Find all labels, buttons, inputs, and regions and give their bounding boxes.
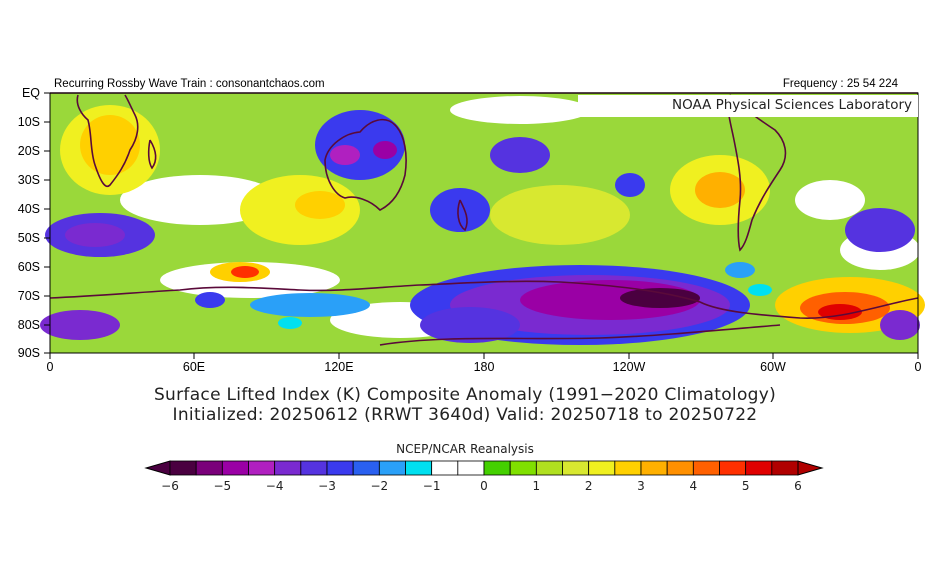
colorbar-swatch	[457, 460, 485, 476]
lat-label: 60S	[17, 260, 40, 274]
lat-label: 50S	[17, 231, 40, 245]
anomaly-field	[40, 96, 925, 345]
colorbar-swatch	[719, 460, 747, 476]
negative-anomaly	[430, 188, 490, 232]
negative-anomaly	[615, 173, 645, 197]
lon-label: 0	[914, 360, 922, 374]
header-frequency: Frequency : 25 54 224	[782, 78, 898, 90]
colorbar-swatch	[483, 460, 511, 476]
negative-anomaly	[40, 310, 120, 340]
colorbar-swatch	[692, 460, 720, 476]
positive-anomaly	[295, 191, 345, 219]
colorbar-swatch	[405, 460, 433, 476]
colorbar-tick-label: 5	[741, 479, 750, 493]
lat-label: 20S	[17, 144, 40, 158]
colorbar-swatch	[666, 460, 694, 476]
colorbar-tick-label: −1	[422, 479, 441, 493]
neutral-region	[450, 96, 590, 124]
negative-anomaly	[330, 145, 360, 165]
colorbar-swatch	[169, 460, 197, 476]
negative-anomaly	[490, 137, 550, 173]
colorbar-tick-label: −2	[370, 479, 389, 493]
negative-anomaly	[420, 307, 520, 343]
colorbar-tick-label: 1	[532, 479, 541, 493]
colorbar-swatch	[378, 460, 406, 476]
colorbar-swatch	[614, 460, 642, 476]
south-america-outline	[727, 94, 787, 252]
colorbar-swatch	[535, 460, 563, 476]
lat-label: 90S	[17, 346, 40, 360]
new-zealand-outline	[457, 199, 468, 232]
colorbar-swatch	[509, 460, 537, 476]
lat-label: 10S	[17, 115, 40, 129]
colorbar-swatch	[588, 460, 616, 476]
colorbar-swatch	[640, 460, 668, 476]
colorbar-tick-label: 6	[794, 479, 802, 493]
colorbar-swatch	[274, 460, 302, 476]
lat-label: EQ	[21, 86, 40, 100]
africa-outline	[76, 94, 139, 187]
colorbar-swatch	[195, 460, 223, 476]
negative-anomaly	[373, 141, 397, 159]
positive-anomaly	[490, 185, 630, 245]
coastlines	[49, 94, 919, 346]
antarctica-outline	[49, 280, 919, 319]
colorbar-swatch	[562, 460, 590, 476]
antarctica-interior	[379, 324, 781, 346]
negative-anomaly	[725, 262, 755, 278]
positive-anomaly	[818, 304, 862, 320]
negative-anomaly	[65, 223, 125, 247]
colorbar	[144, 460, 824, 476]
positive-anomaly	[80, 115, 140, 175]
lon-label: 60E	[182, 360, 206, 374]
colorbar-tick-label: −6	[161, 479, 179, 493]
lon-label: 120E	[324, 360, 354, 374]
chart-subtitle: Initialized: 20250612 (RRWT 3640d) Valid…	[172, 405, 758, 425]
colorbar-min-arrow	[144, 460, 171, 476]
lat-label: 30S	[17, 173, 40, 187]
colorbar-swatch	[745, 460, 773, 476]
colorbar-tick-label: 4	[689, 479, 698, 493]
neutral-region	[795, 180, 865, 220]
colorbar-swatch	[771, 460, 799, 476]
colorbar-tick-label: 0	[480, 479, 488, 493]
noaa-watermark: NOAA Physical Sciences Laboratory	[578, 95, 918, 117]
colorbar-tick-label: −5	[213, 479, 232, 493]
lat-label: 70S	[17, 289, 40, 303]
positive-anomaly	[695, 172, 745, 208]
colorbar-tick-label: 2	[584, 479, 593, 493]
data-source-label: NCEP/NCAR Reanalysis	[396, 442, 534, 456]
lon-label: 0	[46, 360, 54, 374]
negative-anomaly	[845, 208, 915, 252]
neutral-region	[120, 175, 280, 225]
lat-label: 40S	[17, 202, 40, 216]
lon-label: 180	[473, 360, 495, 374]
lon-label: 60W	[760, 360, 786, 374]
colorbar-swatch	[221, 460, 249, 476]
colorbar-swatch	[300, 460, 328, 476]
negative-anomaly	[195, 292, 225, 308]
colorbar-swatch	[248, 460, 276, 476]
negative-anomaly	[278, 317, 302, 329]
colorbar-tick-label: −4	[265, 479, 284, 493]
colorbar-max-arrow	[797, 460, 824, 476]
negative-anomaly	[620, 288, 700, 308]
positive-anomaly	[231, 266, 259, 278]
colorbar-tick-label: 3	[637, 479, 645, 493]
madagascar-outline	[147, 139, 157, 170]
colorbar-swatch	[352, 460, 380, 476]
chart-title: Surface Lifted Index (K) Composite Anoma…	[153, 385, 777, 405]
negative-anomaly	[748, 284, 772, 296]
negative-anomaly	[250, 293, 370, 317]
lat-label: 80S	[17, 318, 40, 332]
header-site-label: Recurring Rossby Wave Train : consonantc…	[54, 78, 325, 90]
negative-anomaly	[880, 310, 920, 340]
axis-ticks	[44, 92, 919, 359]
colorbar-tick-label: −3	[318, 479, 336, 493]
colorbar-swatch	[326, 460, 354, 476]
australia-outline	[324, 118, 407, 211]
lon-label: 120W	[612, 360, 646, 374]
colorbar-swatch	[431, 460, 459, 476]
